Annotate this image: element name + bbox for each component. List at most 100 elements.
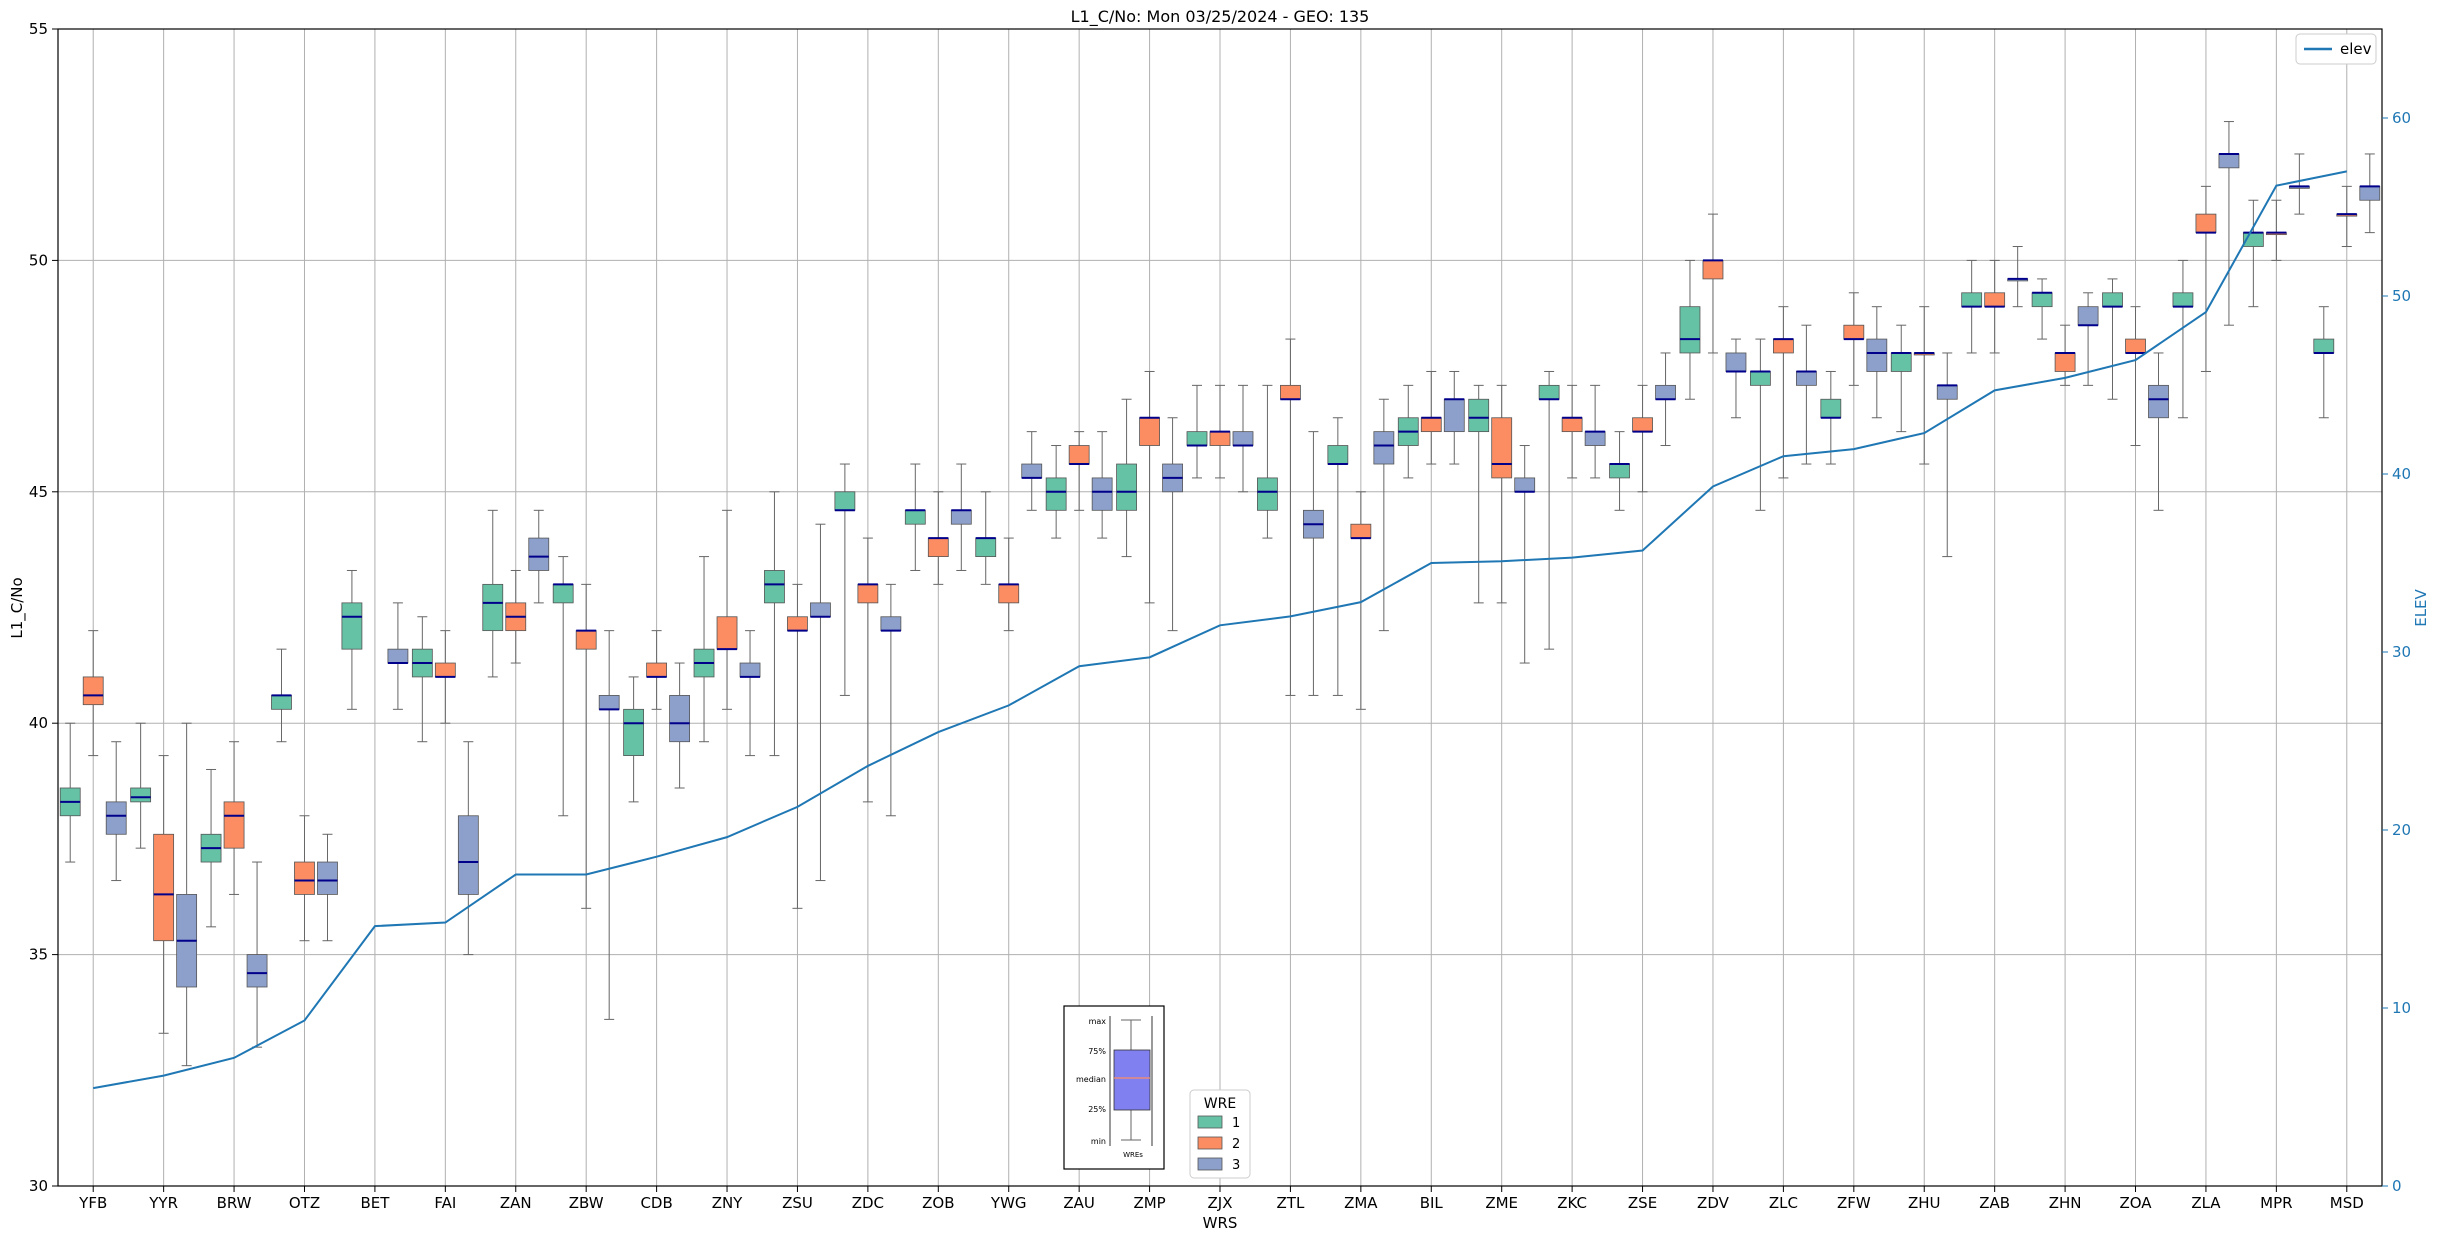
box-iqr [2077, 306, 2099, 326]
box-zdv-wre3 [1725, 338, 1747, 419]
box-zma-wre1 [1327, 417, 1349, 696]
box-zny-wre1 [693, 556, 715, 743]
box-zoa-wre1 [2102, 278, 2123, 400]
box-iqr [904, 509, 926, 525]
box-iqr [1749, 371, 1771, 386]
box-zdv-wre2 [1702, 213, 1724, 354]
box-zse-wre2 [1632, 384, 1653, 493]
box-iqr [1420, 417, 1442, 433]
wre-legend-label-1: 1 [1232, 1116, 1240, 1131]
box-iqr [880, 616, 902, 632]
box-iqr [998, 583, 1020, 604]
x-tick-label: ZBW [569, 1194, 604, 1212]
box-iqr [1232, 431, 1254, 446]
box-zbw-wre3 [598, 630, 620, 1020]
y-tick-label: 35 [29, 946, 48, 964]
box-zma-wre2 [1350, 491, 1372, 710]
box-iqr [1772, 338, 1794, 354]
box-iqr [739, 662, 761, 678]
x-tick-label: ZDC [852, 1194, 884, 1212]
box-yyr-wre3 [176, 722, 198, 1067]
box-iqr [1890, 352, 1912, 372]
box-ywg-wre3 [1021, 431, 1043, 511]
box-iqr [716, 616, 738, 650]
box-zbw-wre1 [552, 556, 574, 817]
box-zfw-wre2 [1843, 292, 1865, 386]
box-brw-wre2 [223, 741, 245, 895]
box-iqr [927, 537, 949, 557]
box-zdc-wre1 [834, 463, 856, 696]
box-zbw-wre2 [575, 583, 597, 909]
box-mpr-wre2 [2265, 199, 2287, 261]
box-zau-wre3 [1091, 431, 1113, 539]
box-iqr [2172, 292, 2194, 308]
box-brw-wre3 [246, 861, 268, 1048]
y-tick-label: 45 [29, 483, 48, 501]
x-tick-label: ZSU [782, 1194, 813, 1212]
box-iqr [575, 630, 597, 650]
box-iqr [246, 954, 268, 988]
box-iqr [2195, 213, 2217, 234]
x-tick-label: ZOB [922, 1194, 954, 1212]
box-iqr [2313, 338, 2335, 354]
y2-tick-label: 60 [2392, 109, 2411, 127]
box-iqr [1655, 384, 1676, 400]
elev-legend: elev [2295, 33, 2377, 65]
x-tick-label: MPR [2260, 1194, 2292, 1212]
box-zkc-wre3 [1584, 384, 1606, 479]
box-zse-wre1 [1609, 431, 1630, 511]
y-tick-label: 50 [29, 251, 48, 269]
y2-tick-label: 10 [2392, 999, 2411, 1017]
box-iqr [1209, 431, 1231, 446]
x-tick-label: ZOA [2119, 1194, 2152, 1212]
box-iqr [1116, 463, 1137, 511]
x-tick-label: YFB [78, 1194, 107, 1212]
inset-label-min: min [1091, 1137, 1106, 1146]
box-iqr [1327, 445, 1349, 465]
x-tick-label: ZNY [712, 1194, 743, 1212]
box-iqr [1725, 352, 1747, 372]
inset-label-25: 25% [1088, 1105, 1106, 1114]
box-msd-wre2 [2336, 185, 2358, 248]
x-tick-label: ZAN [500, 1194, 532, 1212]
box-zmp-wre3 [1162, 417, 1183, 632]
box-cdb-wre2 [646, 630, 668, 710]
y2-ticks: 0 10 20 30 40 50 60 [2382, 109, 2411, 1195]
box-zjx-wre3 [1232, 384, 1254, 493]
inset-xlabel: WREs [1123, 1151, 1143, 1159]
box-iqr [1866, 338, 1888, 372]
x-tick-label: ZAU [1063, 1194, 1095, 1212]
box-ztl-wre1 [1257, 384, 1278, 539]
x-tick-label: YYR [148, 1194, 178, 1212]
wre-legend: WRE 1 2 3 [1189, 1089, 1251, 1179]
box-zkc-wre2 [1561, 384, 1583, 479]
x-tick-label: ZDV [1697, 1194, 1730, 1212]
box-fai-wre1 [411, 616, 433, 743]
box-zla-wre3 [2218, 121, 2240, 326]
box-msd-wre1 [2313, 306, 2335, 419]
box-ztl-wre2 [1280, 338, 1301, 696]
box-iqr [1514, 477, 1536, 493]
box-iqr [950, 509, 972, 525]
wre-legend-label-2: 2 [1232, 1137, 1240, 1152]
wre-legend-swatch-1 [1197, 1115, 1223, 1129]
box-iqr [1443, 398, 1465, 433]
y-tick-label: 30 [29, 1177, 48, 1195]
box-zlc-wre3 [1795, 324, 1817, 465]
box-bet-wre3 [387, 602, 409, 710]
box-fai-wre2 [434, 630, 456, 724]
box-iqr [2031, 292, 2053, 308]
box-iqr [2125, 338, 2146, 354]
y2-tick-label: 30 [2392, 643, 2411, 661]
x-tick-label: YWG [990, 1194, 1027, 1212]
box-iqr [1702, 259, 1724, 280]
x-tick-label: ZSE [1628, 1194, 1657, 1212]
x-tick-label: ZFW [1837, 1194, 1871, 1212]
box-iqr [1538, 384, 1560, 400]
x-tick-label: ZLC [1769, 1194, 1798, 1212]
box-zab-wre3 [2007, 246, 2029, 308]
x-tick-label: MSD [2330, 1194, 2364, 1212]
x-tick-label: BIL [1420, 1194, 1444, 1212]
box-iqr [223, 801, 245, 849]
box-iqr [1186, 431, 1208, 446]
